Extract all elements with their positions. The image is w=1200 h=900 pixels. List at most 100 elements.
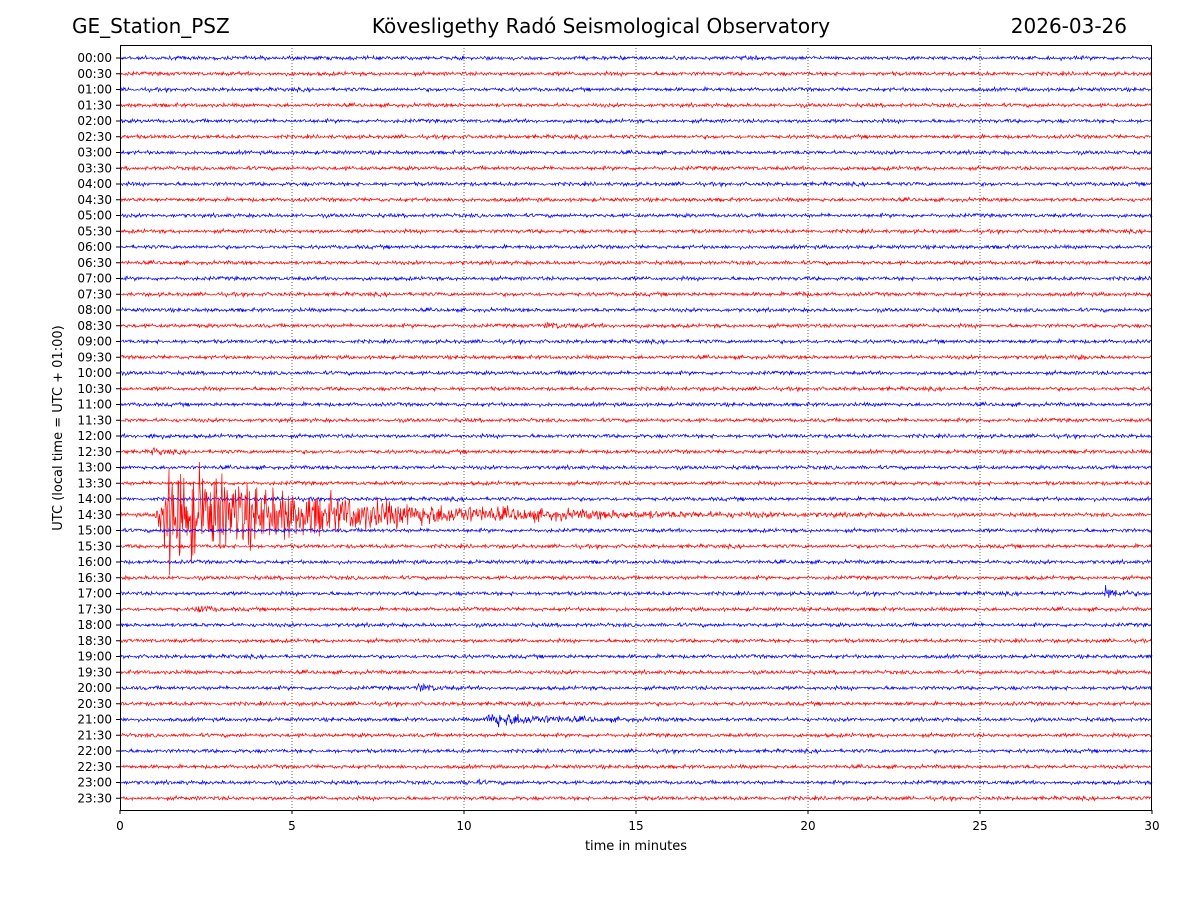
- trace-1100: [119, 400, 1153, 408]
- y-tick-label: 11:30: [77, 413, 112, 427]
- y-tick-label: 07:30: [77, 287, 112, 301]
- y-tick-label: 00:00: [77, 51, 112, 65]
- trace-0930: [119, 353, 1153, 361]
- y-tick-label: 16:30: [77, 571, 112, 585]
- y-tick-label: 03:30: [77, 161, 112, 175]
- y-tick-label: 21:30: [77, 728, 112, 742]
- trace-2100: [119, 713, 1153, 728]
- x-tick-label: 30: [1144, 819, 1159, 833]
- trace-2000: [119, 682, 1153, 692]
- trace-1200: [119, 432, 1153, 440]
- trace-0600: [119, 243, 1153, 251]
- y-tick-label: 11:00: [77, 398, 112, 412]
- x-axis-label: time in minutes: [585, 839, 687, 854]
- trace-1500: [119, 526, 1153, 535]
- y-tick-label: 02:30: [77, 130, 112, 144]
- trace-1730: [119, 605, 1153, 613]
- x-tick-label: 15: [628, 819, 643, 833]
- y-tick-label: 10:00: [77, 366, 112, 380]
- y-tick-label: 19:00: [77, 650, 112, 664]
- y-tick-label: 09:00: [77, 335, 112, 349]
- trace-1530: [119, 542, 1153, 551]
- x-tick-label: 5: [288, 819, 296, 833]
- trace-0330: [119, 164, 1153, 172]
- trace-0830: [119, 321, 1153, 330]
- y-tick-label: 20:00: [77, 681, 112, 695]
- trace-0630: [119, 259, 1153, 267]
- y-tick-label: 14:30: [77, 508, 112, 522]
- station-name: GE_Station_PSZ: [72, 14, 230, 38]
- trace-1000: [119, 369, 1153, 377]
- y-tick-label: 17:30: [77, 602, 112, 616]
- y-tick-label: 13:30: [77, 476, 112, 490]
- plot-frame: [120, 45, 1152, 811]
- y-tick-label: 07:00: [77, 272, 112, 286]
- y-tick-label: 19:30: [77, 665, 112, 679]
- trace-1430: [119, 461, 1153, 576]
- trace-0230: [119, 133, 1153, 141]
- y-tick-label: 01:00: [77, 83, 112, 97]
- y-tick-label: 04:00: [77, 177, 112, 191]
- trace-0300: [119, 148, 1153, 156]
- y-tick-label: 23:30: [77, 791, 112, 805]
- y-tick-label: 00:30: [77, 67, 112, 81]
- y-tick-label: 14:00: [77, 492, 112, 506]
- y-tick-label: 16:00: [77, 555, 112, 569]
- trace-0400: [119, 180, 1153, 188]
- trace-0800: [119, 306, 1153, 314]
- grid-lines: [291, 45, 981, 810]
- y-tick-label: 18:30: [77, 634, 112, 648]
- y-tick-label: 04:30: [77, 193, 112, 207]
- y-tick-label: 21:00: [77, 713, 112, 727]
- trace-2130: [119, 731, 1153, 739]
- trace-1230: [119, 447, 1153, 456]
- trace-0130: [119, 101, 1153, 109]
- trace-2230: [119, 763, 1153, 771]
- trace-0530: [119, 227, 1153, 236]
- y-tick-label: 23:00: [77, 776, 112, 790]
- trace-1800: [119, 621, 1153, 629]
- y-axis-label: UTC (local time = UTC + 01:00): [51, 325, 66, 530]
- observatory-title: Kövesligethy Radó Seismological Observat…: [371, 14, 831, 38]
- trace-2330: [119, 794, 1153, 803]
- trace-1400: [119, 495, 1153, 503]
- trace-0200: [119, 117, 1153, 125]
- trace-1030: [119, 385, 1153, 393]
- trace-1600: [119, 558, 1153, 566]
- y-tick-label: 17:00: [77, 587, 112, 601]
- y-tick-label: 09:30: [77, 350, 112, 364]
- y-tick-label: 22:00: [77, 744, 112, 758]
- y-tick-label: 15:30: [77, 539, 112, 553]
- y-tick-label: 02:00: [77, 114, 112, 128]
- y-tick-label: 06:00: [77, 240, 112, 254]
- trace-0100: [119, 85, 1153, 94]
- trace-0030: [119, 70, 1153, 78]
- y-tick-label: 08:30: [77, 319, 112, 333]
- trace-2300: [119, 778, 1153, 786]
- y-tick-label: 13:00: [77, 461, 112, 475]
- x-tick-label: 0: [116, 819, 124, 833]
- trace-0700: [119, 274, 1153, 283]
- trace-1930: [119, 668, 1153, 676]
- y-tick-label: 08:00: [77, 303, 112, 317]
- y-tick-label: 05:30: [77, 224, 112, 238]
- y-tick-label: 18:00: [77, 618, 112, 632]
- trace-1130: [119, 416, 1153, 424]
- trace-2030: [119, 700, 1153, 708]
- trace-0430: [119, 196, 1153, 204]
- y-tick-label: 06:30: [77, 256, 112, 270]
- x-axis: 0 5 10 15 20 25 30: [116, 810, 1160, 833]
- x-tick-label: 25: [972, 819, 987, 833]
- y-tick-label: 22:30: [77, 760, 112, 774]
- trace-1630: [119, 574, 1153, 582]
- y-tick-label: 03:00: [77, 146, 112, 160]
- x-tick-label: 20: [800, 819, 815, 833]
- plot-date: 2026-03-26: [1010, 14, 1127, 38]
- trace-1830: [119, 637, 1153, 645]
- y-tick-label: 01:30: [77, 98, 112, 112]
- trace-0000: [119, 54, 1153, 62]
- y-tick-label: 20:30: [77, 697, 112, 711]
- y-tick-label: 15:00: [77, 524, 112, 538]
